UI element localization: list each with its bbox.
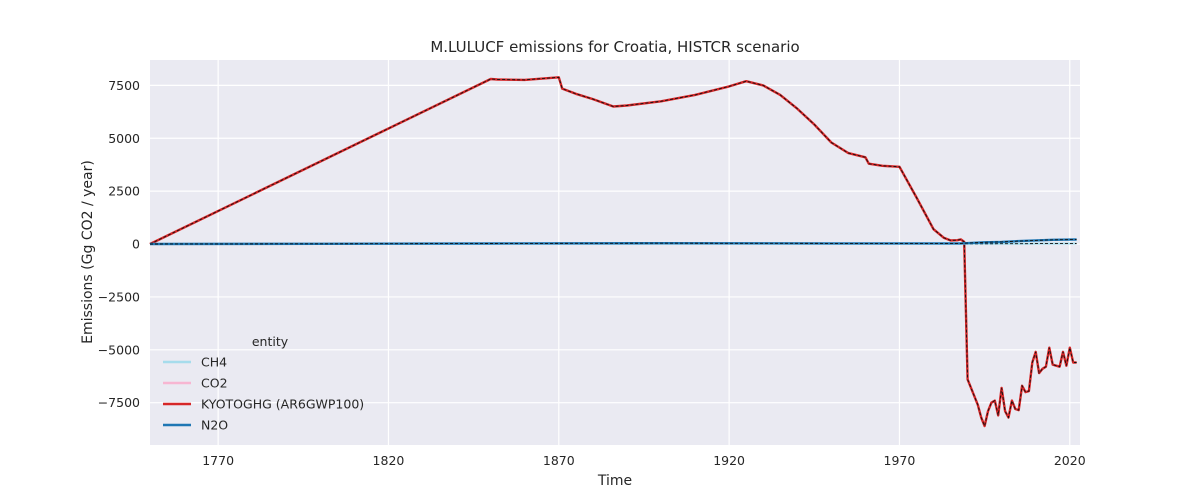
x-tick-label: 1770 <box>202 453 234 468</box>
y-tick-label: −7500 <box>98 395 140 410</box>
x-tick-labels: 1770 1820 1870 1920 1970 2020 <box>202 453 1086 468</box>
series-dashed-overlay-n2o <box>149 239 1077 245</box>
legend-entry-label: CH4 <box>201 355 227 370</box>
plot-background <box>150 60 1080 445</box>
x-tick-label: 2020 <box>1054 453 1086 468</box>
y-tick-labels: 7500 5000 2500 0 −2500 −5000 −7500 <box>98 78 140 410</box>
legend-title: entity <box>252 334 289 349</box>
y-tick-label: 5000 <box>108 131 140 146</box>
legend: entity CH4 CO2 KYOTOGHG (AR6GWP100) N2O <box>163 334 364 433</box>
y-tick-label: 0 <box>132 237 140 252</box>
legend-entry-label: CO2 <box>201 376 228 391</box>
x-axis-label: Time <box>597 473 632 489</box>
y-tick-label: 2500 <box>108 184 140 199</box>
legend-entry-label: N2O <box>201 418 228 433</box>
series-layer <box>149 76 1077 428</box>
x-tick-label: 1920 <box>713 453 745 468</box>
x-tick-label: 1970 <box>884 453 916 468</box>
y-tick-label: 7500 <box>108 78 140 93</box>
y-tick-label: −2500 <box>98 289 140 304</box>
chart-title: M.LULUCF emissions for Croatia, HISTCR s… <box>430 38 799 56</box>
legend-entry-label: KYOTOGHG (AR6GWP100) <box>201 397 364 412</box>
series-dashed-overlay-kyotoghg-ar6gwp100 <box>149 76 1077 428</box>
y-tick-label: −5000 <box>98 342 140 357</box>
x-tick-label: 1870 <box>543 453 575 468</box>
y-axis-label: Emissions (Gg CO2 / year) <box>80 160 96 344</box>
x-tick-label: 1820 <box>373 453 405 468</box>
